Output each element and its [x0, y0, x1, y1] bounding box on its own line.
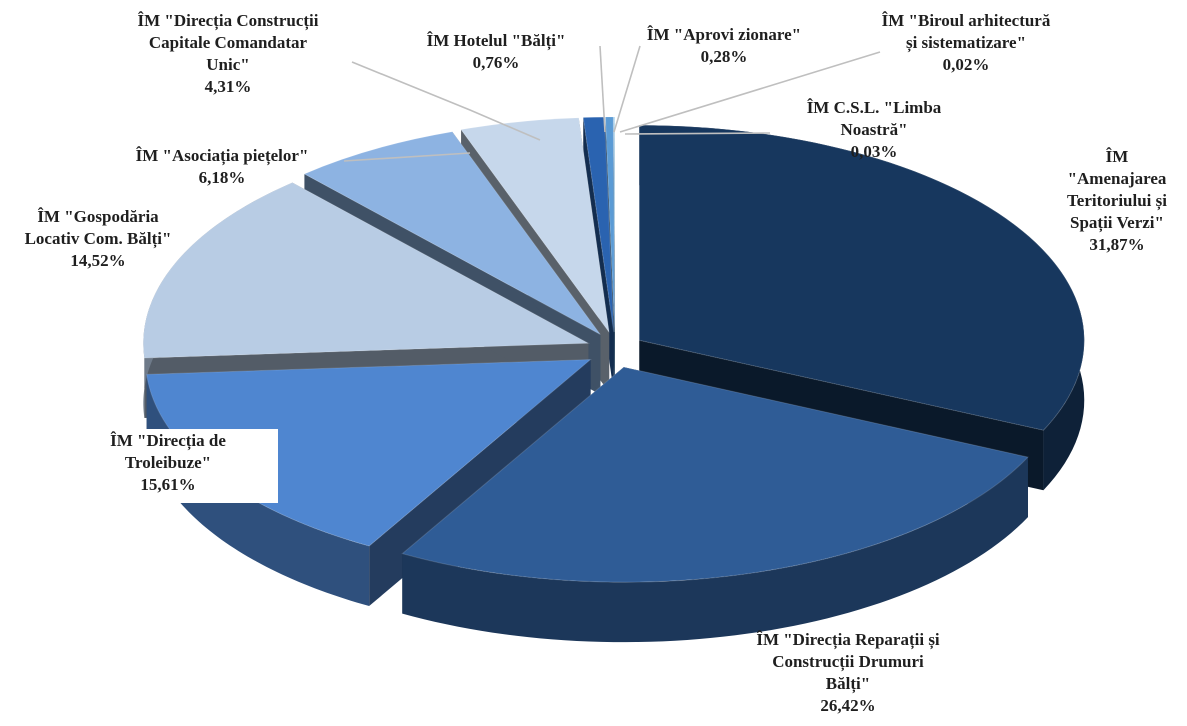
slice-name-label: ÎM "Gospodăria — [37, 207, 159, 226]
slice-value-label: 6,18% — [199, 168, 246, 187]
slice-value-label: 4,31% — [205, 77, 252, 96]
slice-name-label: ÎM Hotelul "Bălți" — [427, 31, 566, 51]
pie-slice-2 — [401, 366, 1029, 643]
slice-value-label: 14,52% — [70, 251, 125, 270]
slice-value-label: 15,61% — [140, 475, 195, 494]
slice-label-9: ÎM "Biroul arhitectură și sistematizare" 0… — [882, 11, 1051, 74]
slice-name-label: Construcții Drumuri — [772, 652, 924, 672]
slices-layer — [142, 116, 1085, 643]
slice-value-label: 0,02% — [943, 55, 990, 74]
slice-label-6: ÎM "Direcția Construcții Capitale Comanda… — [138, 11, 319, 96]
slice-name-label: ÎM "Biroul arhitectură — [882, 11, 1051, 30]
leader-line-8 — [613, 45, 641, 133]
leader-line-9 — [619, 51, 881, 133]
slice-name-label: Locativ Com. Bălți" — [25, 229, 172, 249]
leader-line-5 — [343, 152, 471, 162]
slice-name-label: Unic" — [206, 55, 249, 74]
slice-value-label: 0,28% — [701, 47, 748, 66]
slice-name-label: ÎM "Direcția Construcții — [138, 11, 319, 31]
slice-label-3: ÎM "Direcția de Troleibuze" 15,61% — [58, 429, 278, 503]
slice-label-5: ÎM "Asociația piețelor" 6,18% — [136, 146, 309, 187]
leader-lines-layer — [343, 45, 881, 162]
slice-label-8: ÎM "Aprovi zionare" 0,28% — [647, 25, 801, 66]
slice-name-label: ÎM "Asociația piețelor" — [136, 146, 309, 166]
slice-label-10: ÎM C.S.L. "Limba Noastră" 0,03% — [807, 98, 942, 161]
slice-name-label: "Amenajarea — [1068, 169, 1167, 188]
slice-name-label: Capitale Comandatar — [149, 33, 308, 52]
slice-label-7: ÎM Hotelul "Bălți" 0,76% — [427, 31, 566, 72]
slice-name-label: ÎM — [1106, 147, 1129, 166]
slice-name-label: și sistematizare" — [906, 33, 1026, 53]
slice-name-label: Bălți" — [826, 674, 870, 694]
slice-name-label: ÎM "Aprovi zionare" — [647, 25, 801, 44]
slice-name-label: Troleibuze" — [125, 453, 211, 472]
slice-value-label: 0,76% — [473, 53, 520, 72]
slice-value-label: 26,42% — [820, 696, 875, 715]
slice-value-label: 31,87% — [1089, 235, 1144, 254]
leader-line-7 — [599, 45, 606, 133]
slice-name-label: Spații Verzi" — [1070, 213, 1164, 233]
leader-line-6 — [351, 61, 541, 141]
slice-name-label: Noastră" — [840, 120, 907, 139]
slice-name-label: Teritoriului și — [1067, 191, 1167, 211]
slice-label-4: ÎM "Gospodăria Locativ Com. Bălți" 14,52% — [25, 207, 172, 270]
slice-value-label: 0,03% — [851, 142, 898, 161]
leader-line-10 — [624, 132, 771, 135]
slice-name-label: ÎM "Direcția de — [110, 431, 226, 451]
slice-name-label: ÎM "Direcția Reparații și — [756, 630, 940, 650]
slice-name-label: ÎM C.S.L. "Limba — [807, 98, 942, 117]
